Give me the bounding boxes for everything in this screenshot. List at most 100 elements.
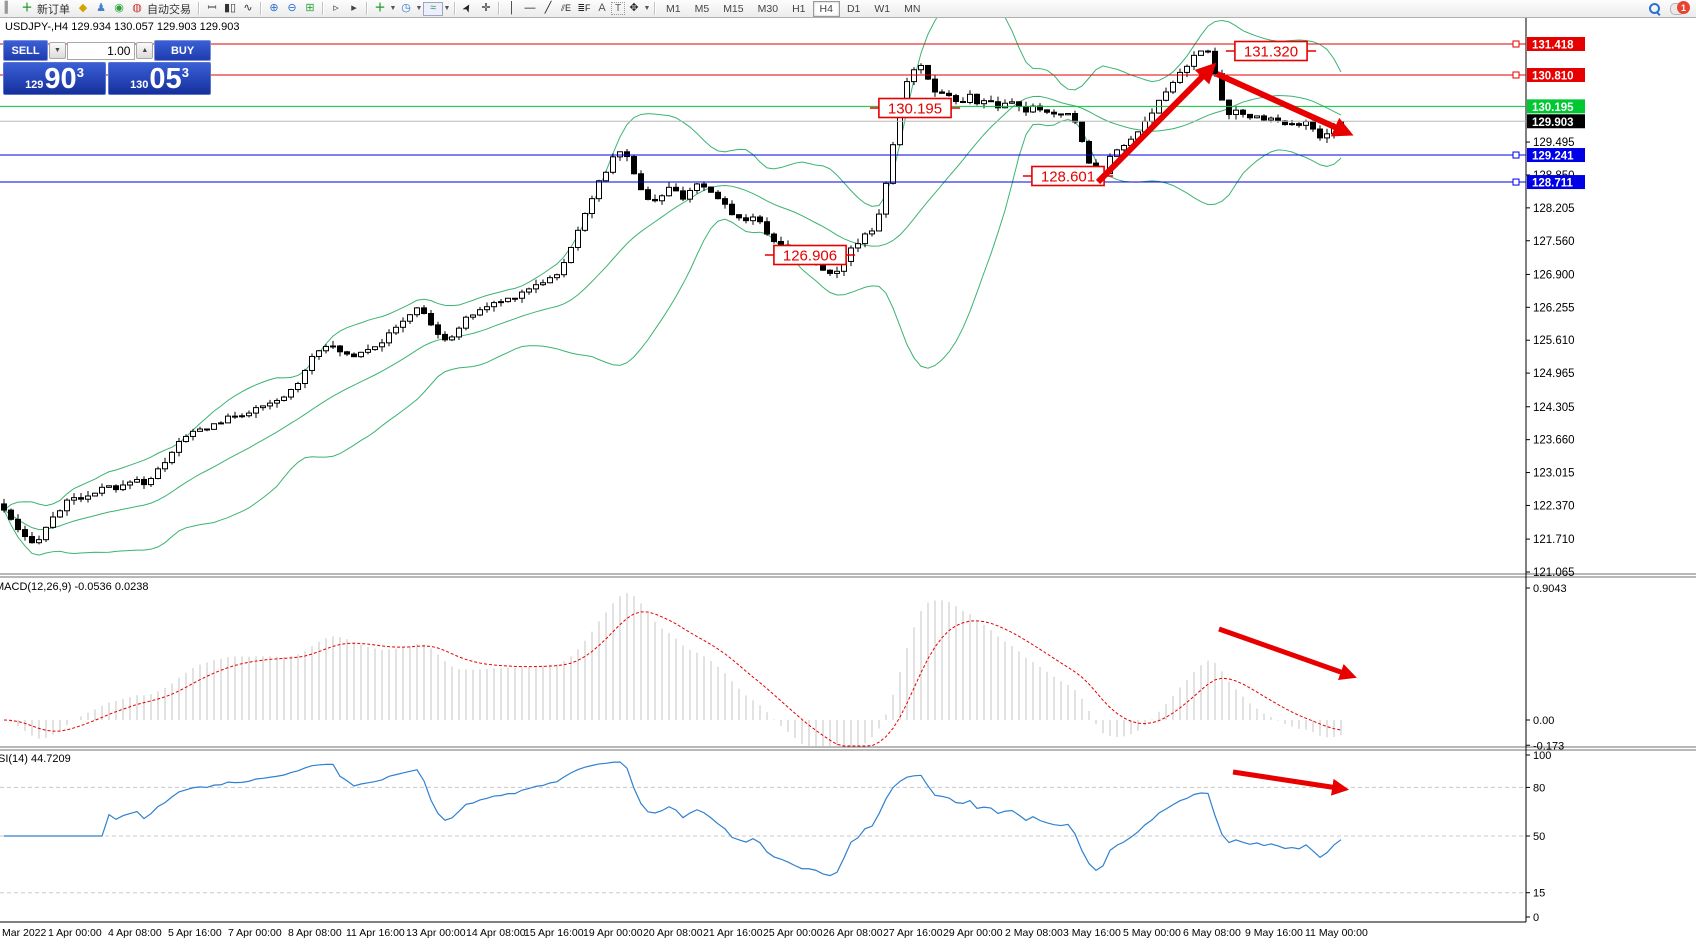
callout-131.320[interactable]: 131.320	[1225, 40, 1317, 62]
timeframe-button-m5[interactable]: M5	[694, 2, 710, 15]
fibonacci-icon[interactable]: ≣F	[577, 3, 591, 13]
date-axis-label: 2 May 08:00	[1005, 927, 1063, 939]
callout-text: 130.195	[888, 101, 942, 118]
new-order-button[interactable]: 新订单	[37, 3, 70, 16]
price-axis-label: 123.660	[1533, 435, 1575, 447]
price-axis-label: 126.255	[1533, 302, 1575, 314]
cursor-icon[interactable]: ➤	[460, 1, 476, 16]
rsi-indicator	[4, 761, 1342, 877]
rsi-axis-label: 0	[1533, 912, 1539, 924]
trend-arrow-2[interactable]	[1215, 71, 1354, 137]
arrows-tool-icon[interactable]: ✥	[629, 2, 639, 14]
timeframe-button-mn[interactable]: MN	[904, 2, 921, 15]
level-badge-label: 130.810	[1532, 71, 1574, 83]
date-axis-label: 14 Apr 08:00	[466, 927, 526, 939]
bollinger-bands	[3, 17, 1342, 556]
timeframe-button-m30[interactable]: M30	[757, 2, 779, 15]
sell-price-main: 90	[44, 63, 77, 95]
equidistant-channel-icon[interactable]: ⫽E	[560, 3, 572, 13]
sell-price-display[interactable]: 129 90 3	[3, 62, 106, 95]
indicators-icon[interactable]: ＋	[374, 2, 386, 14]
one-click-trading-panel: SELL ▼ 1.00 ▲ BUY 129 90 3 130 05 3	[3, 40, 211, 95]
timeframe-button-h1[interactable]: H1	[792, 2, 806, 15]
rsi-axis-label: 100	[1533, 750, 1551, 762]
gold-icon[interactable]: ◆	[78, 2, 88, 14]
timeframe-button-d1[interactable]: D1	[846, 2, 861, 15]
timeframe-button-m1[interactable]: M1	[666, 2, 681, 15]
date-axis-label: 26 Apr 08:00	[823, 927, 883, 939]
trendline-icon[interactable]: ╱	[544, 2, 552, 14]
period-clock-icon[interactable]: ◷	[401, 2, 411, 14]
horizontal-line-icon[interactable]: —	[524, 2, 536, 14]
line-chart-icon[interactable]: ∿	[243, 2, 253, 14]
bollinger-lower-band	[3, 118, 1342, 556]
arrows-dropdown-icon[interactable]: ▼	[643, 5, 651, 12]
date-axis-label: 27 Apr 16:00	[883, 927, 943, 939]
level-handle[interactable]	[1512, 71, 1520, 79]
bollinger-middle-band	[3, 95, 1342, 531]
buy-button[interactable]: BUY	[154, 40, 211, 61]
price-axis-label: 126.900	[1533, 269, 1575, 281]
timeframe-button-h4[interactable]: H4	[812, 0, 840, 17]
timeframe-button-w1[interactable]: W1	[874, 2, 891, 15]
candlestick-chart-icon[interactable]: ▮▯	[223, 2, 237, 14]
signals-icon[interactable]: ◉	[114, 2, 124, 14]
auto-trading-button[interactable]: 自动交易	[147, 3, 191, 16]
callout-130.195[interactable]: 130.195	[869, 97, 961, 119]
level-badge	[1527, 68, 1585, 82]
trend-arrow-4[interactable]	[1232, 769, 1350, 796]
date-axis-label: 6 May 08:00	[1183, 927, 1241, 939]
crosshair-icon[interactable]: ✛	[481, 2, 491, 14]
callout-128.601[interactable]: 128.601	[1022, 165, 1114, 187]
zoom-out-icon[interactable]: ⊖	[287, 2, 297, 14]
text-label-tool-icon[interactable]: T	[611, 2, 625, 15]
vertical-line-icon[interactable]: │	[508, 2, 516, 14]
buy-price-display[interactable]: 130 05 3	[108, 62, 211, 95]
bar-chart-icon[interactable]: 𝄩	[207, 2, 217, 14]
toolbar-separator	[260, 2, 262, 15]
search-icon[interactable]	[1646, 1, 1664, 16]
template-dropdown-icon[interactable]: ▼	[443, 5, 451, 12]
indicators-dropdown-icon[interactable]: ▼	[389, 5, 397, 12]
macd-axis-label: -0.173	[1533, 740, 1564, 752]
new-order-icon[interactable]: ＋	[21, 2, 33, 14]
text-tool-icon[interactable]: A	[598, 2, 606, 14]
level-badge-label: 128.711	[1532, 178, 1574, 190]
macd-axis-label: 0.9043	[1533, 583, 1567, 595]
date-axis-label: 19 Apr 00:00	[583, 927, 643, 939]
volume-decrease-button[interactable]: ▼	[49, 42, 66, 59]
new-chart-icon[interactable]: ▹	[333, 2, 339, 14]
notification-count-badge: 1	[1677, 1, 1690, 14]
tile-windows-icon[interactable]: ⊞	[305, 2, 315, 14]
chart-profile-icon[interactable]: ▸	[351, 2, 357, 14]
date-axis-label: 11 Apr 16:00	[346, 927, 405, 939]
level-handle[interactable]	[1512, 178, 1520, 186]
trend-arrow-3[interactable]	[1218, 626, 1357, 681]
notifications-icon[interactable]: 1	[1670, 1, 1690, 15]
date-axis-label: 5 Apr 16:00	[168, 927, 222, 939]
rsi-label: SI(14) 44.7209	[0, 753, 71, 765]
zoom-in-icon[interactable]: ⊕	[269, 2, 279, 14]
template-icon[interactable]: ≈	[423, 1, 443, 16]
market-icon[interactable]: ◍	[132, 2, 142, 14]
price-axis-label: 122.370	[1533, 500, 1575, 512]
callout-text: 131.320	[1244, 44, 1298, 61]
level-handle[interactable]	[1512, 40, 1520, 48]
callout-126.906[interactable]: 126.906	[764, 244, 856, 266]
chart-background	[0, 17, 1696, 944]
date-axis-label: 29 Apr 00:00	[943, 927, 1003, 939]
sell-button[interactable]: SELL	[3, 40, 49, 61]
period-dropdown-icon[interactable]: ▼	[415, 5, 423, 12]
timeframe-button-m15[interactable]: M15	[723, 2, 744, 15]
community-icon[interactable]: ♟	[96, 2, 106, 14]
bollinger-upper-band	[3, 17, 1342, 511]
timeframe-bar: M1 M5 M15 M30 H1 H4 D1 W1 MN	[659, 0, 927, 17]
volume-increase-button[interactable]: ▲	[136, 42, 154, 59]
volume-input[interactable]: 1.00	[66, 41, 136, 60]
level-handle[interactable]	[1512, 151, 1520, 159]
price-axis-label: 121.065	[1533, 567, 1575, 579]
trend-arrow-1[interactable]	[1095, 62, 1217, 185]
date-axis-label: 25 Apr 00:00	[763, 927, 823, 939]
